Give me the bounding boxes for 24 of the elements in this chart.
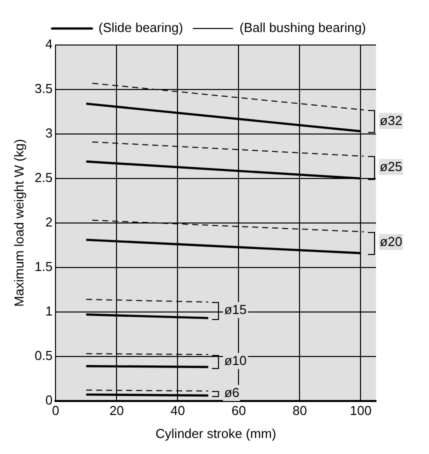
x-tick-label: 20 bbox=[109, 403, 124, 418]
x-tick-label: 40 bbox=[170, 403, 185, 418]
y-tick-label: 3.5 bbox=[34, 81, 53, 96]
y-tick-label: 2 bbox=[45, 214, 53, 230]
x-axis-title: Cylinder stroke (mm) bbox=[156, 426, 276, 441]
legend-label: (Slide bearing) bbox=[98, 20, 184, 36]
text: ø20 bbox=[378, 234, 404, 250]
y-tick-label: 0.5 bbox=[34, 348, 53, 363]
y-tick-label: 0 bbox=[45, 392, 53, 408]
annotation: ø10 bbox=[223, 352, 248, 369]
y-axis-title: Maximum load weight W (kg) bbox=[11, 139, 26, 307]
x-tick-label: 60 bbox=[231, 403, 246, 418]
legend-label: (Ball bushing bearing) bbox=[240, 20, 366, 36]
y-tick-label: 4 bbox=[45, 36, 53, 52]
text: ø25 bbox=[378, 159, 404, 176]
annotation: ø15 bbox=[223, 302, 248, 318]
x-tick-label: 100 bbox=[350, 403, 372, 418]
y-tick-label: 1 bbox=[45, 303, 53, 318]
y-tick-label: 3 bbox=[45, 126, 53, 141]
y-tick-label: 2.5 bbox=[34, 170, 53, 186]
text: ø32 bbox=[378, 112, 404, 129]
annotation: ø6 bbox=[223, 385, 240, 402]
y-tick-label: 1.5 bbox=[34, 258, 53, 274]
x-tick-label: 80 bbox=[292, 403, 307, 418]
